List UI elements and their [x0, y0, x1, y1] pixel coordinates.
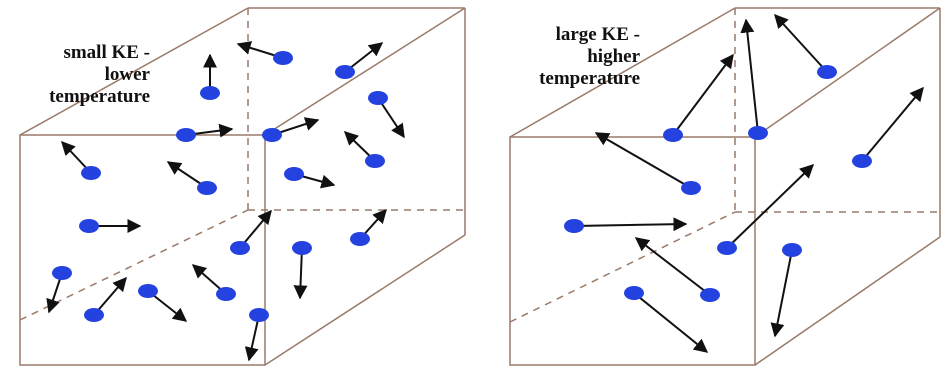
right-box-top-right-edge — [754, 7, 941, 138]
particle — [717, 241, 737, 255]
particle — [216, 287, 236, 301]
particle — [564, 219, 584, 233]
right-panel-label: large KE - higher temperature — [505, 24, 640, 90]
particle-velocity-arrow — [239, 209, 272, 249]
particle — [273, 51, 293, 65]
left-box-front-face — [19, 134, 266, 366]
particle — [365, 154, 385, 168]
right-box-top-left-edge — [509, 7, 736, 138]
particle — [292, 241, 312, 255]
particle-velocity-arrow — [740, 18, 759, 134]
particle — [350, 232, 370, 246]
right-particle-dots — [564, 65, 872, 302]
right-box-bottom-right-edge — [754, 236, 941, 366]
particle-velocity-arrow — [594, 132, 692, 189]
particle-velocity-arrow — [244, 314, 260, 362]
particle — [782, 243, 802, 257]
particle — [335, 65, 355, 79]
particle — [284, 167, 304, 181]
particle — [368, 91, 388, 105]
particle — [52, 266, 72, 280]
particle — [262, 128, 282, 142]
left-box-top-right-edge — [264, 7, 466, 136]
particle — [84, 308, 104, 322]
particle-velocity-arrow — [726, 164, 815, 249]
right-particles — [573, 13, 924, 353]
right-label-line-2: higher — [587, 46, 640, 67]
particle-velocity-arrow — [573, 217, 688, 232]
particle — [681, 181, 701, 195]
particle — [817, 65, 837, 79]
particle — [663, 128, 683, 142]
right-label-line-1: large KE - — [555, 24, 640, 45]
left-box — [19, 7, 466, 366]
particle — [197, 181, 217, 195]
particle-velocity-arrow — [633, 292, 709, 353]
right-box-front-face — [509, 136, 756, 366]
particle — [200, 86, 220, 100]
left-label-line-3: temperature — [49, 86, 150, 107]
particle — [81, 166, 101, 180]
left-particle-dots — [52, 51, 388, 322]
particle — [230, 241, 250, 255]
right-box — [509, 7, 941, 366]
particle-velocity-arrow — [293, 247, 308, 300]
left-panel-label: small KE - lower temperature — [30, 42, 150, 108]
left-box-top-left-edge — [19, 7, 249, 136]
particle — [79, 219, 99, 233]
particle — [624, 286, 644, 300]
left-label-line-1: small KE - — [63, 42, 150, 63]
left-label-line-2: lower — [104, 64, 150, 85]
particle-velocity-arrow — [774, 13, 828, 73]
particle — [249, 308, 269, 322]
particle — [176, 128, 196, 142]
left-box-bottom-right-edge — [264, 234, 466, 366]
particle-velocity-arrow — [672, 53, 734, 136]
particle-velocity-arrow — [770, 249, 793, 338]
particle-velocity-arrow — [377, 97, 405, 139]
right-label-line-3: temperature — [539, 68, 640, 89]
particle-velocity-arrow — [861, 86, 924, 162]
particle-velocity-arrow — [634, 237, 711, 296]
particle — [748, 126, 768, 140]
particle — [852, 154, 872, 168]
particle — [700, 288, 720, 302]
particle — [138, 284, 158, 298]
particle-velocity-arrow — [93, 276, 127, 316]
right-box-hidden-diagonal-edge — [509, 211, 736, 323]
